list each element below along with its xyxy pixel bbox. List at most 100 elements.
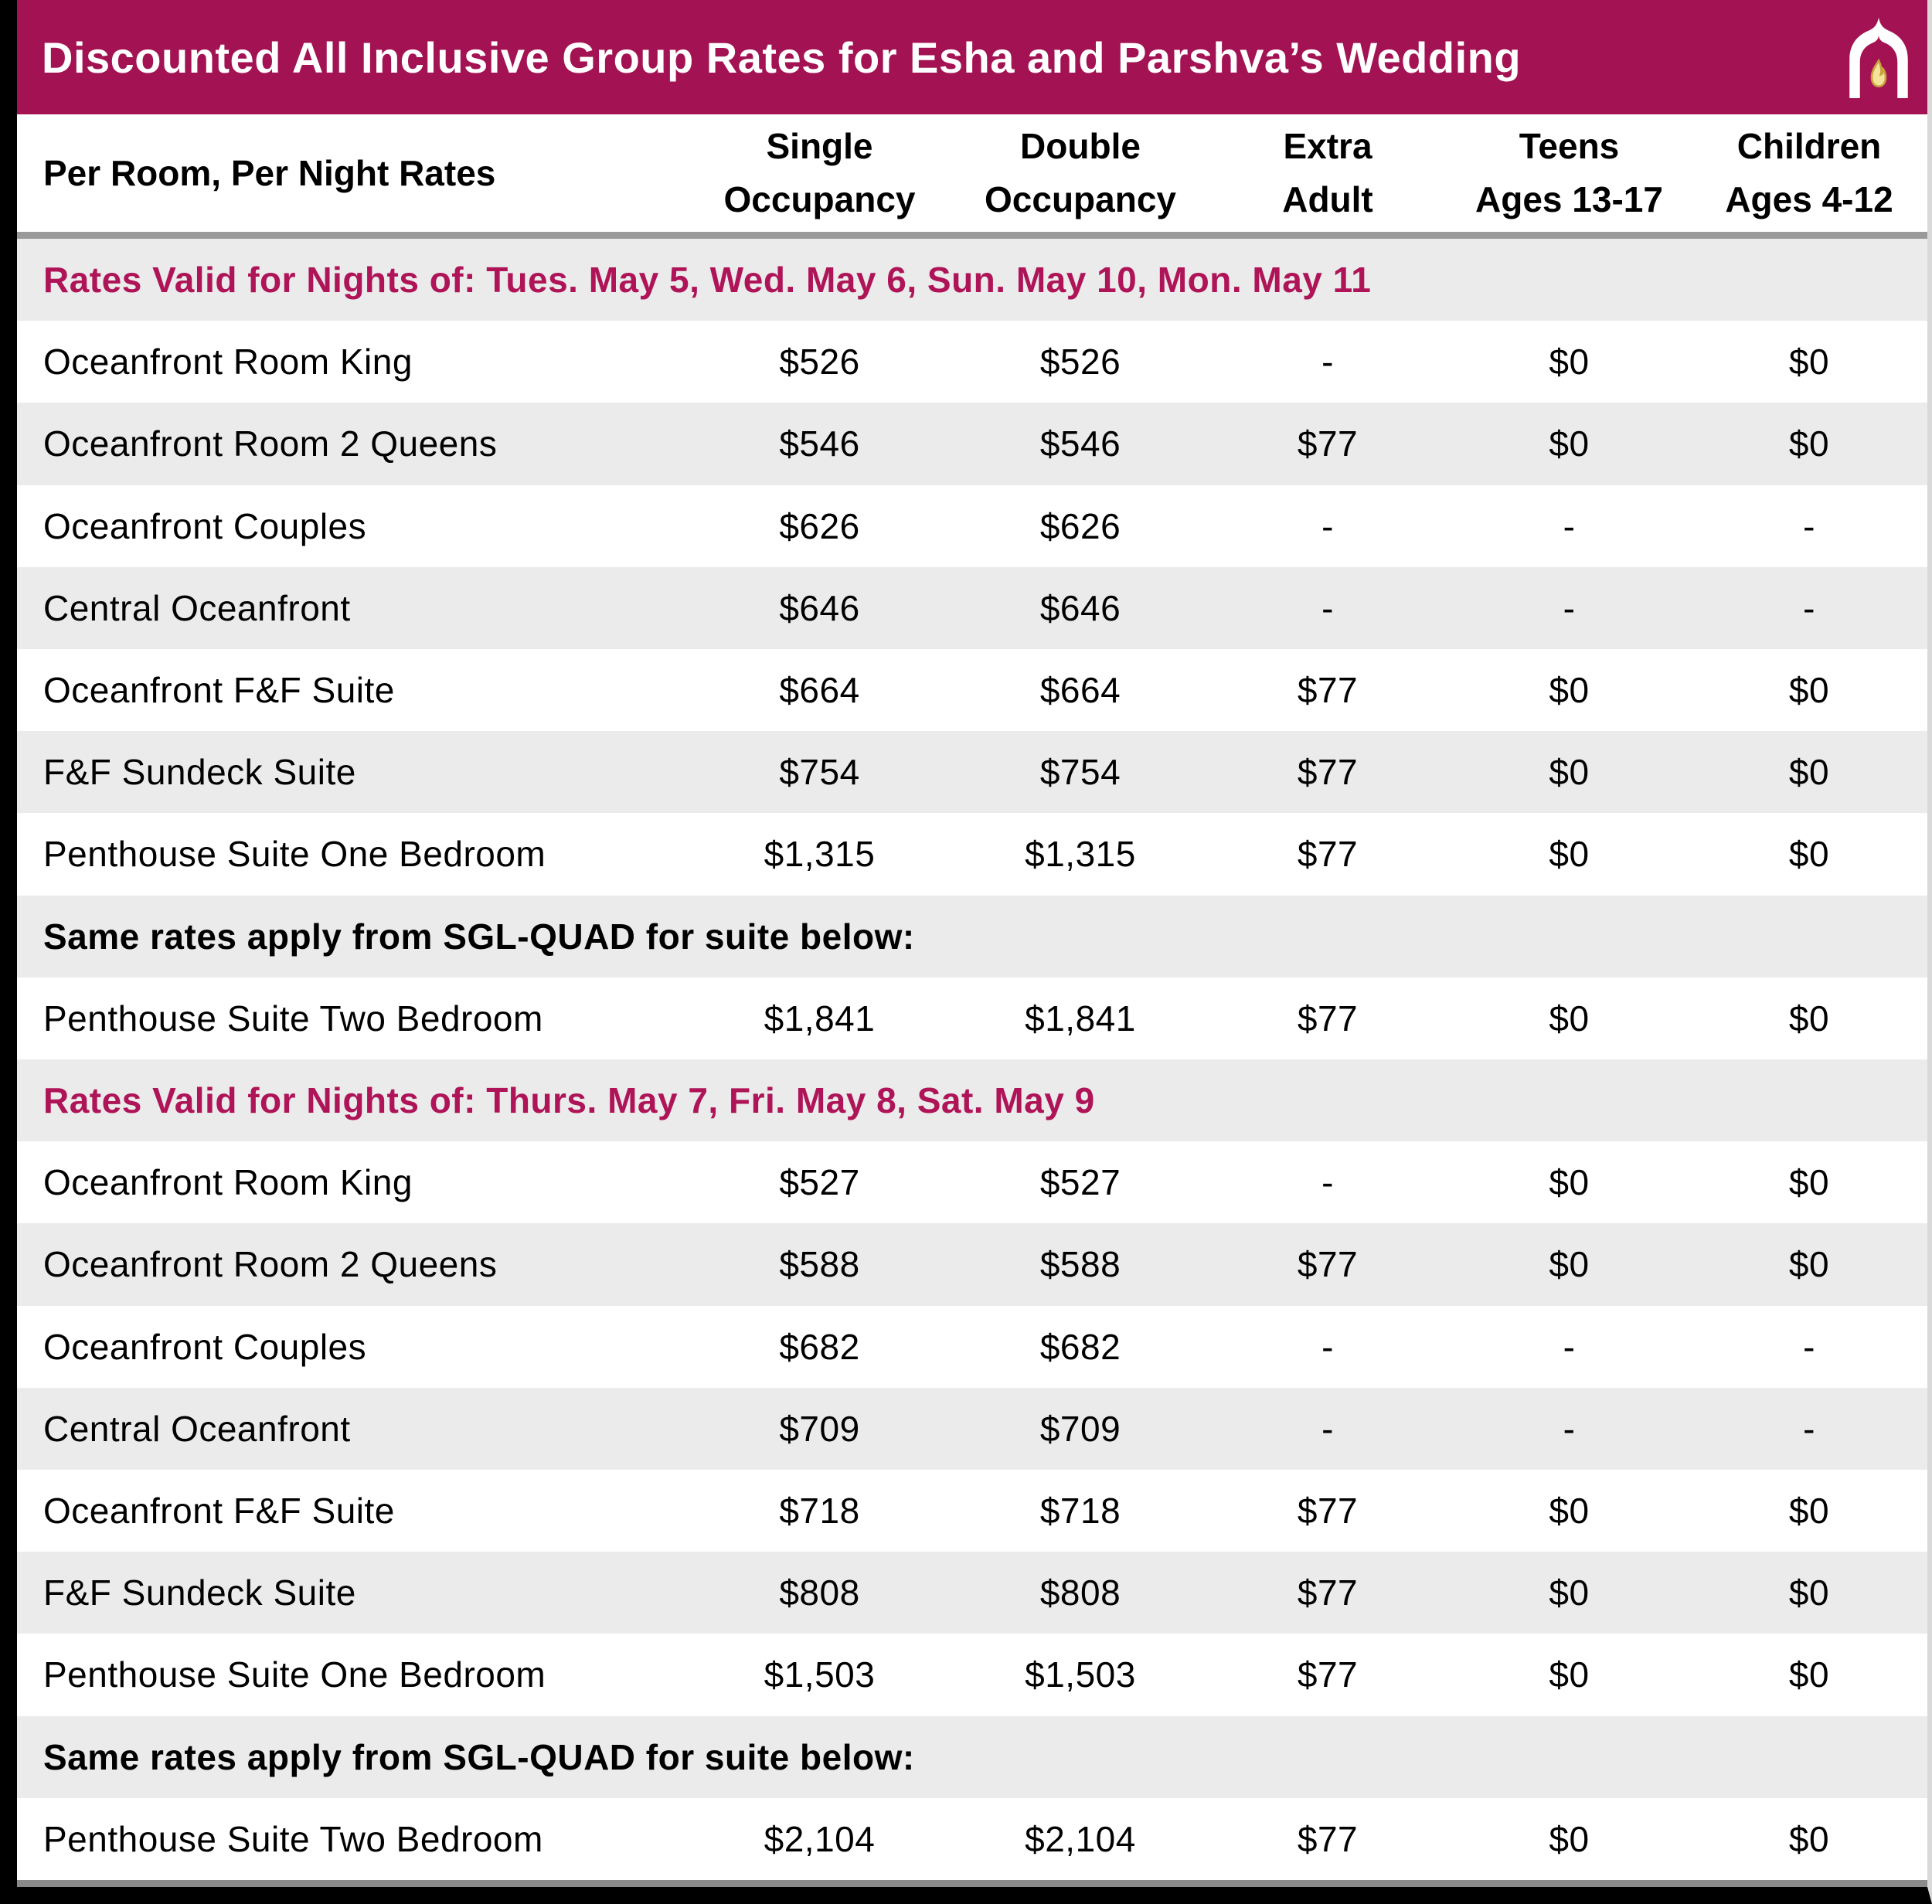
room-name: F&F Sundeck Suite — [43, 1572, 356, 1613]
column-double-occupancy: Double Occupancy — [985, 126, 1176, 219]
table-row: Penthouse Suite One Bedroom $1,315 $1,31… — [17, 813, 1927, 896]
single-occupancy-rate: $588 — [779, 1244, 860, 1285]
table-row: F&F Sundeck Suite $808 $808 $77 $0 $0 — [17, 1552, 1927, 1634]
children-rate: - — [1803, 1326, 1815, 1367]
teens-rate: - — [1563, 1326, 1576, 1367]
children-rate: $0 — [1788, 342, 1830, 382]
extra-adult-rate: - — [1321, 1162, 1334, 1203]
single-occupancy-rate: $664 — [779, 670, 860, 711]
double-occupancy-rate: $646 — [1039, 587, 1121, 628]
table-row: Oceanfront Room 2 Queens $588 $588 $77 $… — [17, 1223, 1927, 1306]
single-occupancy-rate: $682 — [779, 1326, 860, 1367]
room-name: Oceanfront Couples — [43, 1326, 367, 1367]
extra-adult-rate: $77 — [1297, 1244, 1359, 1285]
room-name: Penthouse Suite Two Bedroom — [43, 1818, 543, 1859]
teens-rate: - — [1563, 505, 1576, 546]
children-rate: $0 — [1788, 670, 1830, 711]
extra-adult-rate: - — [1321, 587, 1334, 628]
double-occupancy-rate: $709 — [1039, 1408, 1121, 1449]
children-rate: $0 — [1788, 752, 1830, 793]
teens-rate: $0 — [1549, 752, 1590, 793]
single-occupancy-rate: $646 — [779, 587, 860, 628]
teens-rate: $0 — [1549, 1491, 1590, 1532]
column-extra-adult: Extra Adult — [1282, 126, 1373, 219]
double-occupancy-rate: $808 — [1039, 1572, 1121, 1613]
room-name: Oceanfront Room King — [43, 1162, 413, 1203]
double-occupancy-rate: $664 — [1039, 670, 1121, 711]
extra-adult-rate: $77 — [1297, 1491, 1359, 1532]
column-header-row: Per Room, Per Night Rates Single Occupanc… — [17, 114, 1927, 239]
double-occupancy-rate: $1,315 — [1025, 834, 1136, 875]
table-row: Oceanfront Couples $682 $682 - - - — [17, 1305, 1927, 1388]
extra-adult-rate: $77 — [1297, 1572, 1359, 1613]
room-name: Oceanfront Couples — [43, 505, 367, 546]
children-rate: $0 — [1788, 1244, 1830, 1285]
extra-adult-rate: $77 — [1297, 834, 1359, 875]
table-row: Oceanfront F&F Suite $664 $664 $77 $0 $0 — [17, 648, 1927, 732]
children-rate: $0 — [1788, 1818, 1830, 1859]
children-rate: $0 — [1788, 423, 1830, 464]
teens-rate: $0 — [1549, 670, 1590, 711]
mandap-flame-icon — [1844, 16, 1913, 98]
teens-rate: $0 — [1549, 1654, 1590, 1695]
double-occupancy-rate: $2,104 — [1025, 1818, 1136, 1859]
room-name: F&F Sundeck Suite — [43, 752, 356, 793]
extra-adult-rate: $77 — [1297, 670, 1359, 711]
teens-rate: $0 — [1549, 342, 1590, 382]
note-row: Same rates apply from SGL-QUAD for suite… — [17, 1715, 1927, 1798]
teens-rate: $0 — [1549, 1244, 1590, 1285]
double-occupancy-rate: $527 — [1039, 1162, 1121, 1203]
section-header-row: Rates Valid for Nights of: Tues. May 5, … — [17, 239, 1927, 321]
extra-adult-rate: $77 — [1297, 423, 1359, 464]
note-text: Same rates apply from SGL-QUAD for suite… — [43, 1736, 915, 1777]
note-text: Same rates apply from SGL-QUAD for suite… — [43, 916, 915, 957]
table-row: Oceanfront Couples $626 $626 - - - — [17, 484, 1927, 567]
single-occupancy-rate: $1,315 — [764, 834, 876, 875]
section-header-row: Rates Valid for Nights of: Thurs. May 7,… — [17, 1059, 1927, 1142]
double-occupancy-rate: $754 — [1039, 752, 1121, 793]
children-rate: - — [1803, 587, 1815, 628]
column-children: Children Ages 4-12 — [1725, 126, 1893, 219]
table-row: Oceanfront F&F Suite $718 $718 $77 $0 $0 — [17, 1469, 1927, 1552]
room-name: Oceanfront Room 2 Queens — [43, 423, 498, 464]
teens-rate: $0 — [1549, 1572, 1590, 1613]
teens-rate: - — [1563, 587, 1576, 628]
teens-rate: $0 — [1549, 834, 1590, 875]
table-row: F&F Sundeck Suite $754 $754 $77 $0 $0 — [17, 731, 1927, 814]
single-occupancy-rate: $808 — [779, 1572, 860, 1613]
title-bar: Discounted All Inclusive Group Rates for… — [17, 0, 1927, 114]
children-rate: $0 — [1788, 998, 1830, 1039]
table-row: Oceanfront Room 2 Queens $546 $546 $77 $… — [17, 403, 1927, 485]
extra-adult-rate: - — [1321, 1326, 1334, 1367]
children-rate: $0 — [1788, 1572, 1830, 1613]
extra-adult-rate: $77 — [1297, 1818, 1359, 1859]
room-name: Central Oceanfront — [43, 1408, 351, 1449]
table-row: Oceanfront Room King $526 $526 - $0 $0 — [17, 321, 1927, 403]
extra-adult-rate: - — [1321, 505, 1334, 546]
single-occupancy-rate: $527 — [779, 1162, 860, 1203]
section-header: Rates Valid for Nights of: Thurs. May 7,… — [43, 1080, 1095, 1121]
extra-adult-rate: $77 — [1297, 998, 1359, 1039]
room-name: Oceanfront F&F Suite — [43, 1491, 395, 1532]
table-row: Penthouse Suite Two Bedroom $1,841 $1,84… — [17, 977, 1927, 1059]
children-rate: $0 — [1788, 834, 1830, 875]
children-rate: $0 — [1788, 1654, 1830, 1695]
room-name: Oceanfront Room 2 Queens — [43, 1244, 498, 1285]
children-rate: $0 — [1788, 1162, 1830, 1203]
teens-rate: $0 — [1549, 1818, 1590, 1859]
teens-rate: $0 — [1549, 998, 1590, 1039]
single-occupancy-rate: $2,104 — [764, 1818, 876, 1859]
single-occupancy-rate: $1,841 — [764, 998, 876, 1039]
teens-rate: $0 — [1549, 1162, 1590, 1203]
page-title: Discounted All Inclusive Group Rates for… — [42, 32, 1522, 82]
column-teens: Teens Ages 13-17 — [1475, 126, 1663, 219]
double-occupancy-rate: $718 — [1039, 1491, 1121, 1532]
double-occupancy-rate: $546 — [1039, 423, 1121, 464]
table-row: Central Oceanfront $646 $646 - - - — [17, 566, 1927, 649]
children-rate: - — [1803, 505, 1815, 546]
double-occupancy-rate: $682 — [1039, 1326, 1121, 1367]
extra-adult-rate: - — [1321, 1408, 1334, 1449]
room-name: Penthouse Suite One Bedroom — [43, 1654, 546, 1695]
single-occupancy-rate: $718 — [779, 1491, 860, 1532]
